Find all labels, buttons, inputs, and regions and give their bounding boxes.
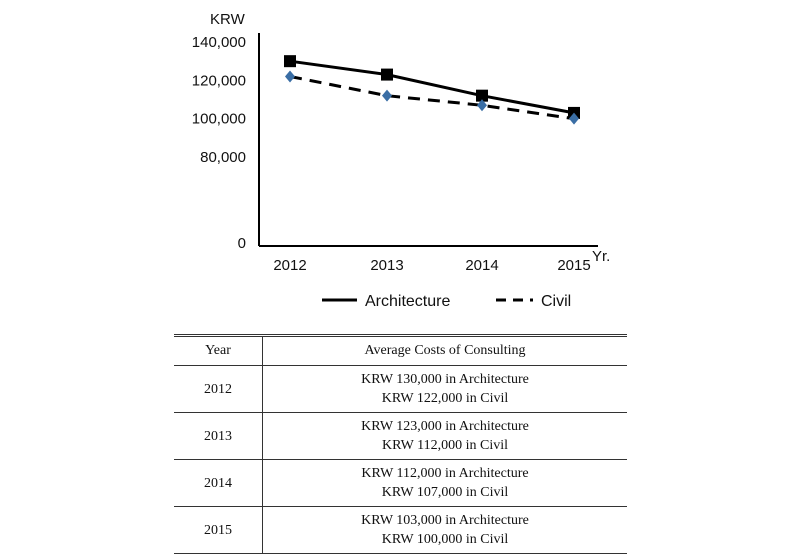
data-point-architecture: [284, 55, 296, 68]
data-point-civil: [382, 89, 392, 102]
row-year: 2012: [174, 365, 263, 413]
row-costs: KRW 123,000 in Architecture KRW 112,000 …: [262, 412, 627, 460]
x-tick-label: 2013: [370, 257, 403, 274]
cost-architecture: KRW 123,000 in Architecture: [361, 419, 529, 434]
x-tick-labels: 2012 2013 2014 2015: [273, 257, 590, 274]
data-point-architecture: [381, 68, 393, 81]
header-year: Year: [174, 335, 263, 366]
data-point-civil: [477, 99, 487, 112]
line-chart: KRW Yr. 140,000 120,000 100,000 80,000 0 201…: [192, 11, 611, 310]
y-tick-label: 140,000: [192, 34, 246, 51]
cost-civil: KRW 112,000 in Civil: [381, 438, 508, 453]
legend-label-architecture: Architecture: [365, 293, 450, 310]
row-year: 2014: [174, 459, 263, 507]
header-average-costs: Average Costs of Consulting: [262, 335, 627, 366]
row-costs: KRW 130,000 in Architecture KRW 122,000 …: [262, 365, 627, 413]
series-line-architecture: [289, 59, 575, 115]
x-axis-unit-label: Yr.: [592, 248, 610, 265]
cost-civil: KRW 107,000 in Civil: [381, 485, 509, 500]
table-row: 2013 KRW 123,000 in Architecture KRW 112…: [174, 412, 627, 460]
series-markers: [284, 55, 580, 125]
y-tick-label: 100,000: [192, 111, 246, 128]
cost-table: Year Average Costs of Consulting 2012 KR…: [174, 334, 627, 554]
cost-civil: KRW 122,000 in Civil: [381, 391, 509, 406]
row-year: 2013: [174, 412, 263, 460]
y-axis-unit-label: KRW: [210, 11, 246, 28]
legend-label-civil: Civil: [541, 293, 571, 310]
series-line-civil: [289, 75, 575, 121]
y-tick-labels: 140,000 120,000 100,000 80,000 0: [192, 34, 246, 252]
series-lines: [289, 59, 575, 121]
x-tick-label: 2014: [465, 257, 498, 274]
data-point-civil: [285, 70, 295, 83]
data-point-architecture: [476, 89, 488, 102]
row-costs: KRW 112,000 in Architecture KRW 107,000 …: [262, 459, 627, 507]
table-row: 2015 KRW 103,000 in Architecture KRW 100…: [174, 506, 627, 554]
data-point-civil: [569, 112, 579, 125]
row-costs: KRW 103,000 in Architecture KRW 100,000 …: [262, 506, 627, 554]
table-row: 2014 KRW 112,000 in Architecture KRW 107…: [174, 459, 627, 507]
y-tick-label: 80,000: [200, 149, 246, 166]
legend: Architecture Civil: [322, 293, 571, 310]
y-tick-label: 120,000: [192, 72, 246, 89]
y-tick-label: 0: [238, 235, 246, 252]
row-year: 2015: [174, 506, 263, 554]
table-row: 2012 KRW 130,000 in Architecture KRW 122…: [174, 365, 627, 413]
x-tick-label: 2012: [273, 257, 306, 274]
cost-architecture: KRW 112,000 in Architecture: [361, 466, 529, 481]
table-header-row: Year Average Costs of Consulting: [174, 335, 627, 366]
x-tick-label: 2015: [557, 257, 590, 274]
cost-architecture: KRW 130,000 in Architecture: [361, 372, 529, 387]
cost-architecture: KRW 103,000 in Architecture: [361, 513, 529, 528]
cost-civil: KRW 100,000 in Civil: [381, 532, 509, 547]
